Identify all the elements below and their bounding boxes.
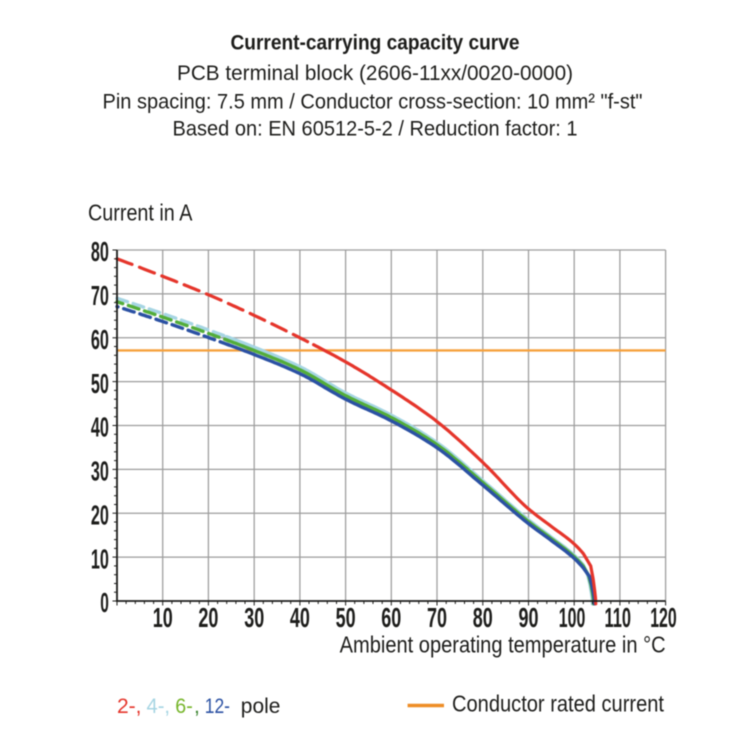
svg-text:60: 60 [91,324,109,355]
svg-text:20: 20 [198,602,218,633]
svg-text:PCB terminal block (2606-11xx/: PCB terminal block (2606-11xx/0020-0000) [177,61,573,85]
svg-text:80: 80 [473,602,493,633]
svg-text:12-: 12- [205,695,230,718]
svg-text:10: 10 [153,602,173,633]
svg-text:40: 40 [91,412,109,443]
svg-text:,: , [194,695,200,718]
svg-text:40: 40 [290,602,310,633]
svg-text:2-,: 2-, [117,695,142,718]
svg-text:Current in A: Current in A [88,200,193,226]
svg-text:Based on: EN 60512-5-2 / Reduc: Based on: EN 60512-5-2 / Reduction facto… [173,117,578,141]
svg-text:0: 0 [100,587,109,618]
svg-text:30: 30 [91,456,109,487]
svg-text:50: 50 [336,602,356,633]
svg-text:Conductor rated current: Conductor rated current [452,691,665,717]
svg-text:Pin spacing: 7.5 mm / Conducto: Pin spacing: 7.5 mm / Conductor cross-se… [103,90,643,114]
svg-text:70: 70 [91,280,109,311]
svg-text:80: 80 [91,236,109,267]
svg-text:100: 100 [559,602,586,633]
svg-text:4-,: 4-, [147,695,171,718]
svg-text:Ambient operating temperature: Ambient operating temperature in °C [340,631,666,657]
svg-text:70: 70 [427,602,447,633]
svg-text:20: 20 [91,500,109,531]
svg-text:30: 30 [244,602,264,633]
svg-text:90: 90 [519,602,539,633]
svg-text:10: 10 [91,543,109,574]
svg-text:60: 60 [381,602,401,633]
svg-text:110: 110 [605,602,632,633]
svg-text:6-: 6- [175,695,193,718]
svg-text:120: 120 [650,602,677,633]
svg-text:pole: pole [241,695,281,718]
svg-text:Current-carrying capacity curv: Current-carrying capacity curve [231,31,520,55]
svg-text:50: 50 [91,368,109,399]
